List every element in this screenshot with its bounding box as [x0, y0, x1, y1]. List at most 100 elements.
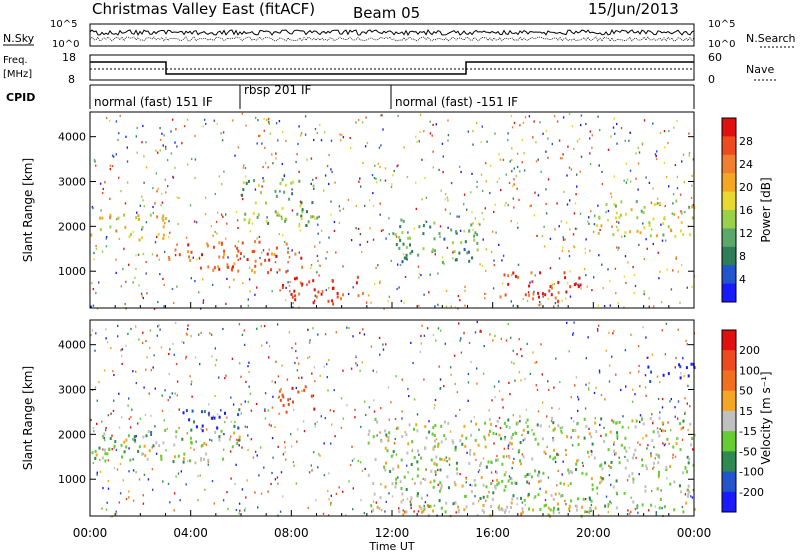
power-speckle — [280, 215, 283, 218]
velocity-speckle — [691, 496, 694, 499]
power-speckle — [584, 251, 587, 254]
power-speckle — [429, 273, 431, 276]
velocity-colorbar-swatch — [722, 350, 736, 371]
power-speckle — [91, 282, 93, 285]
velocity-band-2-cell — [282, 395, 285, 399]
power-speckle — [379, 280, 381, 283]
velocity-speckle — [507, 444, 510, 447]
power-band-3-cell — [336, 295, 339, 299]
power-speckle — [415, 135, 417, 138]
power-speckle — [613, 175, 615, 178]
velocity-speckle — [247, 365, 249, 368]
velocity-band-0-cell — [146, 457, 149, 461]
velocity-speckle — [121, 348, 123, 351]
power-speckle — [171, 118, 174, 121]
velocity-band-3-cell — [438, 499, 441, 503]
velocity-speckle — [99, 470, 102, 473]
power-band-1-cell — [220, 241, 223, 245]
velocity-speckle — [638, 364, 640, 367]
velocity-band-3-cell — [614, 452, 617, 455]
velocity-speckle — [131, 408, 133, 411]
velocity-band-0-cell — [137, 449, 140, 453]
velocity-band-3-cell — [571, 429, 574, 432]
velocity-colorbar-tick: -200 — [739, 486, 764, 499]
velocity-band-3-cell — [475, 422, 478, 426]
velocity-band-0-cell — [114, 440, 117, 444]
power-speckle — [681, 160, 683, 163]
velocity-speckle — [209, 332, 211, 335]
velocity-speckle — [628, 512, 631, 515]
velocity-speckle — [503, 447, 505, 450]
power-speckle — [637, 146, 639, 149]
power-speckle — [489, 164, 492, 167]
power-speckle — [556, 120, 559, 123]
velocity-speckle — [680, 372, 682, 375]
velocity-speckle — [322, 512, 325, 515]
power-band-2-cell — [291, 192, 294, 196]
power-speckle — [142, 252, 145, 256]
velocity-speckle — [473, 416, 476, 419]
velocity-speckle — [572, 332, 575, 335]
velocity-speckle — [380, 483, 382, 486]
velocity-band-3-cell — [609, 466, 612, 469]
power-band-2-cell — [283, 190, 286, 194]
velocity-speckle — [135, 382, 137, 385]
velocity-speckle — [230, 435, 232, 438]
velocity-speckle — [608, 331, 610, 334]
velocity-band-3-cell — [488, 429, 491, 433]
velocity-speckle — [122, 479, 124, 482]
velocity-speckle — [284, 446, 286, 449]
velocity-band-0-cell — [158, 444, 161, 448]
power-speckle — [522, 121, 525, 124]
velocity-speckle — [249, 392, 252, 395]
velocity-band-3-cell — [686, 455, 689, 459]
power-band-0-cell — [109, 225, 112, 229]
power-band-5-cell — [554, 296, 557, 300]
velocity-band-0-cell — [138, 445, 141, 449]
velocity-speckle — [231, 357, 234, 360]
velocity-band-0-cell — [177, 454, 180, 458]
power-band-6-cell — [619, 213, 622, 217]
velocity-speckle — [373, 399, 375, 402]
velocity-band-3-cell — [497, 481, 500, 485]
power-speckle — [288, 284, 291, 287]
velocity-speckle — [522, 439, 524, 442]
power-band-2-cell — [274, 189, 277, 193]
velocity-speckle — [230, 477, 232, 480]
velocity-band-3-cell — [676, 436, 679, 440]
velocity-speckle — [286, 378, 289, 381]
velocity-speckle — [185, 357, 187, 360]
velocity-band-3-cell — [586, 450, 589, 454]
power-speckle — [527, 291, 530, 294]
velocity-speckle — [604, 398, 606, 401]
power-band-0-cell — [164, 217, 167, 220]
power-speckle — [194, 176, 196, 180]
power-speckle — [316, 131, 319, 135]
power-band-2-cell — [301, 208, 304, 212]
power-speckle — [638, 151, 641, 154]
velocity-band-3-cell — [367, 441, 370, 445]
velocity-speckle — [459, 473, 461, 476]
velocity-speckle — [147, 478, 150, 481]
velocity-speckle — [424, 501, 427, 504]
power-band-3-cell — [293, 289, 296, 293]
velocity-ytick-label: 3000 — [58, 384, 86, 397]
velocity-speckle — [573, 420, 575, 423]
power-speckle — [109, 197, 111, 200]
velocity-speckle — [548, 388, 550, 392]
velocity-band-1-cell — [185, 409, 188, 413]
power-speckle — [463, 193, 466, 196]
power-speckle — [480, 173, 483, 176]
velocity-colorbar-tick: 50 — [739, 385, 753, 398]
velocity-speckle — [651, 413, 653, 416]
velocity-speckle — [687, 384, 689, 387]
velocity-band-0-cell — [104, 452, 107, 456]
velocity-speckle — [330, 503, 332, 506]
velocity-speckle — [502, 406, 504, 409]
power-speckle — [607, 209, 610, 213]
power-speckle — [668, 129, 670, 133]
power-speckle — [597, 115, 599, 118]
power-speckle — [511, 158, 513, 162]
velocity-speckle — [328, 498, 330, 501]
velocity-speckle — [402, 509, 404, 512]
